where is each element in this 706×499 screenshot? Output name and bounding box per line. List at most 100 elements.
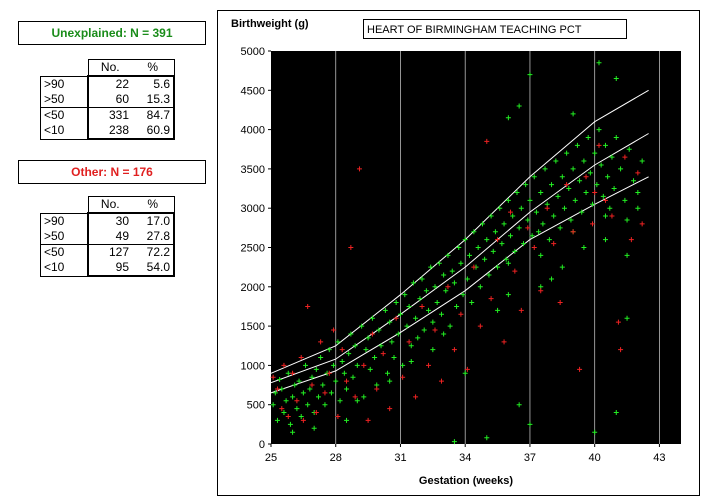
unexplained-point (536, 229, 542, 235)
other-point (628, 237, 634, 243)
unexplained-point (309, 374, 315, 380)
unexplained-point (529, 233, 535, 239)
unexplained-point (318, 355, 324, 361)
unexplained-point (352, 343, 358, 349)
unexplained-point (618, 166, 624, 172)
other-point (477, 323, 483, 329)
unexplained-point (551, 213, 557, 219)
unexplained-point (279, 386, 285, 392)
other-point (488, 296, 494, 302)
unexplained-point (344, 386, 350, 392)
centile-line (270, 133, 649, 384)
other-point (279, 406, 285, 412)
unexplained-point (520, 241, 526, 247)
unexplained-point (579, 209, 585, 215)
unexplained-point (479, 221, 485, 227)
unexplained-point (501, 221, 507, 227)
unexplained-stats-table: No. % >90 22 5.6 >50 60 15.3 <50 331 84.… (40, 59, 175, 140)
y-tick-label: 1500 (241, 321, 265, 333)
unexplained-point (624, 315, 630, 321)
unexplained-point (613, 410, 619, 416)
other-point (344, 378, 350, 384)
other-point (419, 303, 425, 309)
other-point (300, 417, 306, 423)
unexplained-point (561, 205, 567, 211)
other-point (290, 370, 296, 376)
row-label: <50 (40, 107, 88, 123)
other-point (274, 386, 280, 392)
unexplained-point (626, 146, 632, 152)
unexplained-point (272, 390, 278, 396)
other-point (380, 351, 386, 357)
unexplained-point (406, 303, 412, 309)
unexplained-point (499, 241, 505, 247)
unexplained-point (413, 315, 419, 321)
other-point (635, 170, 641, 176)
unexplained-point (488, 213, 494, 219)
unexplained-point (583, 189, 589, 195)
unexplained-point (559, 264, 565, 270)
unexplained-point (516, 103, 522, 109)
other-point (432, 327, 438, 333)
other-point (285, 413, 291, 419)
unexplained-point (516, 402, 522, 408)
unexplained-point (415, 335, 421, 341)
unexplained-point (624, 252, 630, 258)
unexplained-point (464, 276, 470, 282)
other-stats-table: No. % >90 30 17.0 >50 49 27.8 <50 127 72… (40, 196, 175, 277)
unexplained-point (568, 217, 574, 223)
unexplained-point (510, 213, 516, 219)
unexplained-point (367, 366, 373, 372)
y-axis-label: Birthweight (g) (231, 18, 309, 30)
unexplained-point (441, 331, 447, 337)
unexplained-point (570, 166, 576, 172)
unexplained-point (274, 417, 280, 423)
unexplained-point (505, 292, 511, 298)
x-axis-label: Gestation (weeks) (419, 475, 513, 487)
row-label: <10 (40, 123, 88, 140)
unexplained-point (443, 288, 449, 294)
unexplained-point (359, 323, 365, 329)
unexplained-point (492, 229, 498, 235)
unexplained-point (602, 142, 608, 148)
unexplained-point (341, 370, 347, 376)
unexplained-point (361, 394, 367, 400)
unexplained-point (400, 362, 406, 368)
unexplained-point (426, 307, 432, 313)
unexplained-point (490, 248, 496, 254)
y-tick-label: 2000 (241, 282, 265, 294)
table-row: <50 331 84.7 (40, 107, 175, 123)
other-point (508, 209, 514, 215)
row-label: <10 (40, 260, 88, 277)
unexplained-point (516, 225, 522, 231)
unexplained-point (525, 217, 531, 223)
unexplained-point (538, 189, 544, 195)
unexplained-point (577, 178, 583, 184)
unexplained-point (432, 284, 438, 290)
row-count: 238 (87, 123, 132, 140)
other-point (369, 331, 375, 337)
other-point (557, 300, 563, 306)
table-row: >50 60 15.3 (40, 92, 175, 108)
unexplained-point (287, 421, 293, 427)
unexplained-point (605, 174, 611, 180)
unexplained-point (505, 260, 511, 266)
unexplained-point (315, 394, 321, 400)
unexplained-point (495, 264, 501, 270)
unexplained-point (430, 347, 436, 353)
unexplained-point (462, 370, 468, 376)
unexplained-point (549, 182, 555, 188)
other-point (596, 142, 602, 148)
unexplained-point (335, 339, 341, 345)
unexplained-point (337, 398, 343, 404)
unexplained-point (277, 377, 283, 383)
unexplained-point (326, 347, 332, 353)
unexplained-point (296, 378, 302, 384)
unexplained-point (596, 127, 602, 133)
unexplained-point (542, 166, 548, 172)
unexplained-point (607, 205, 613, 211)
other-point (294, 398, 300, 404)
unexplained-point (581, 158, 587, 164)
other-point (639, 221, 645, 227)
unexplained-point (354, 362, 360, 368)
